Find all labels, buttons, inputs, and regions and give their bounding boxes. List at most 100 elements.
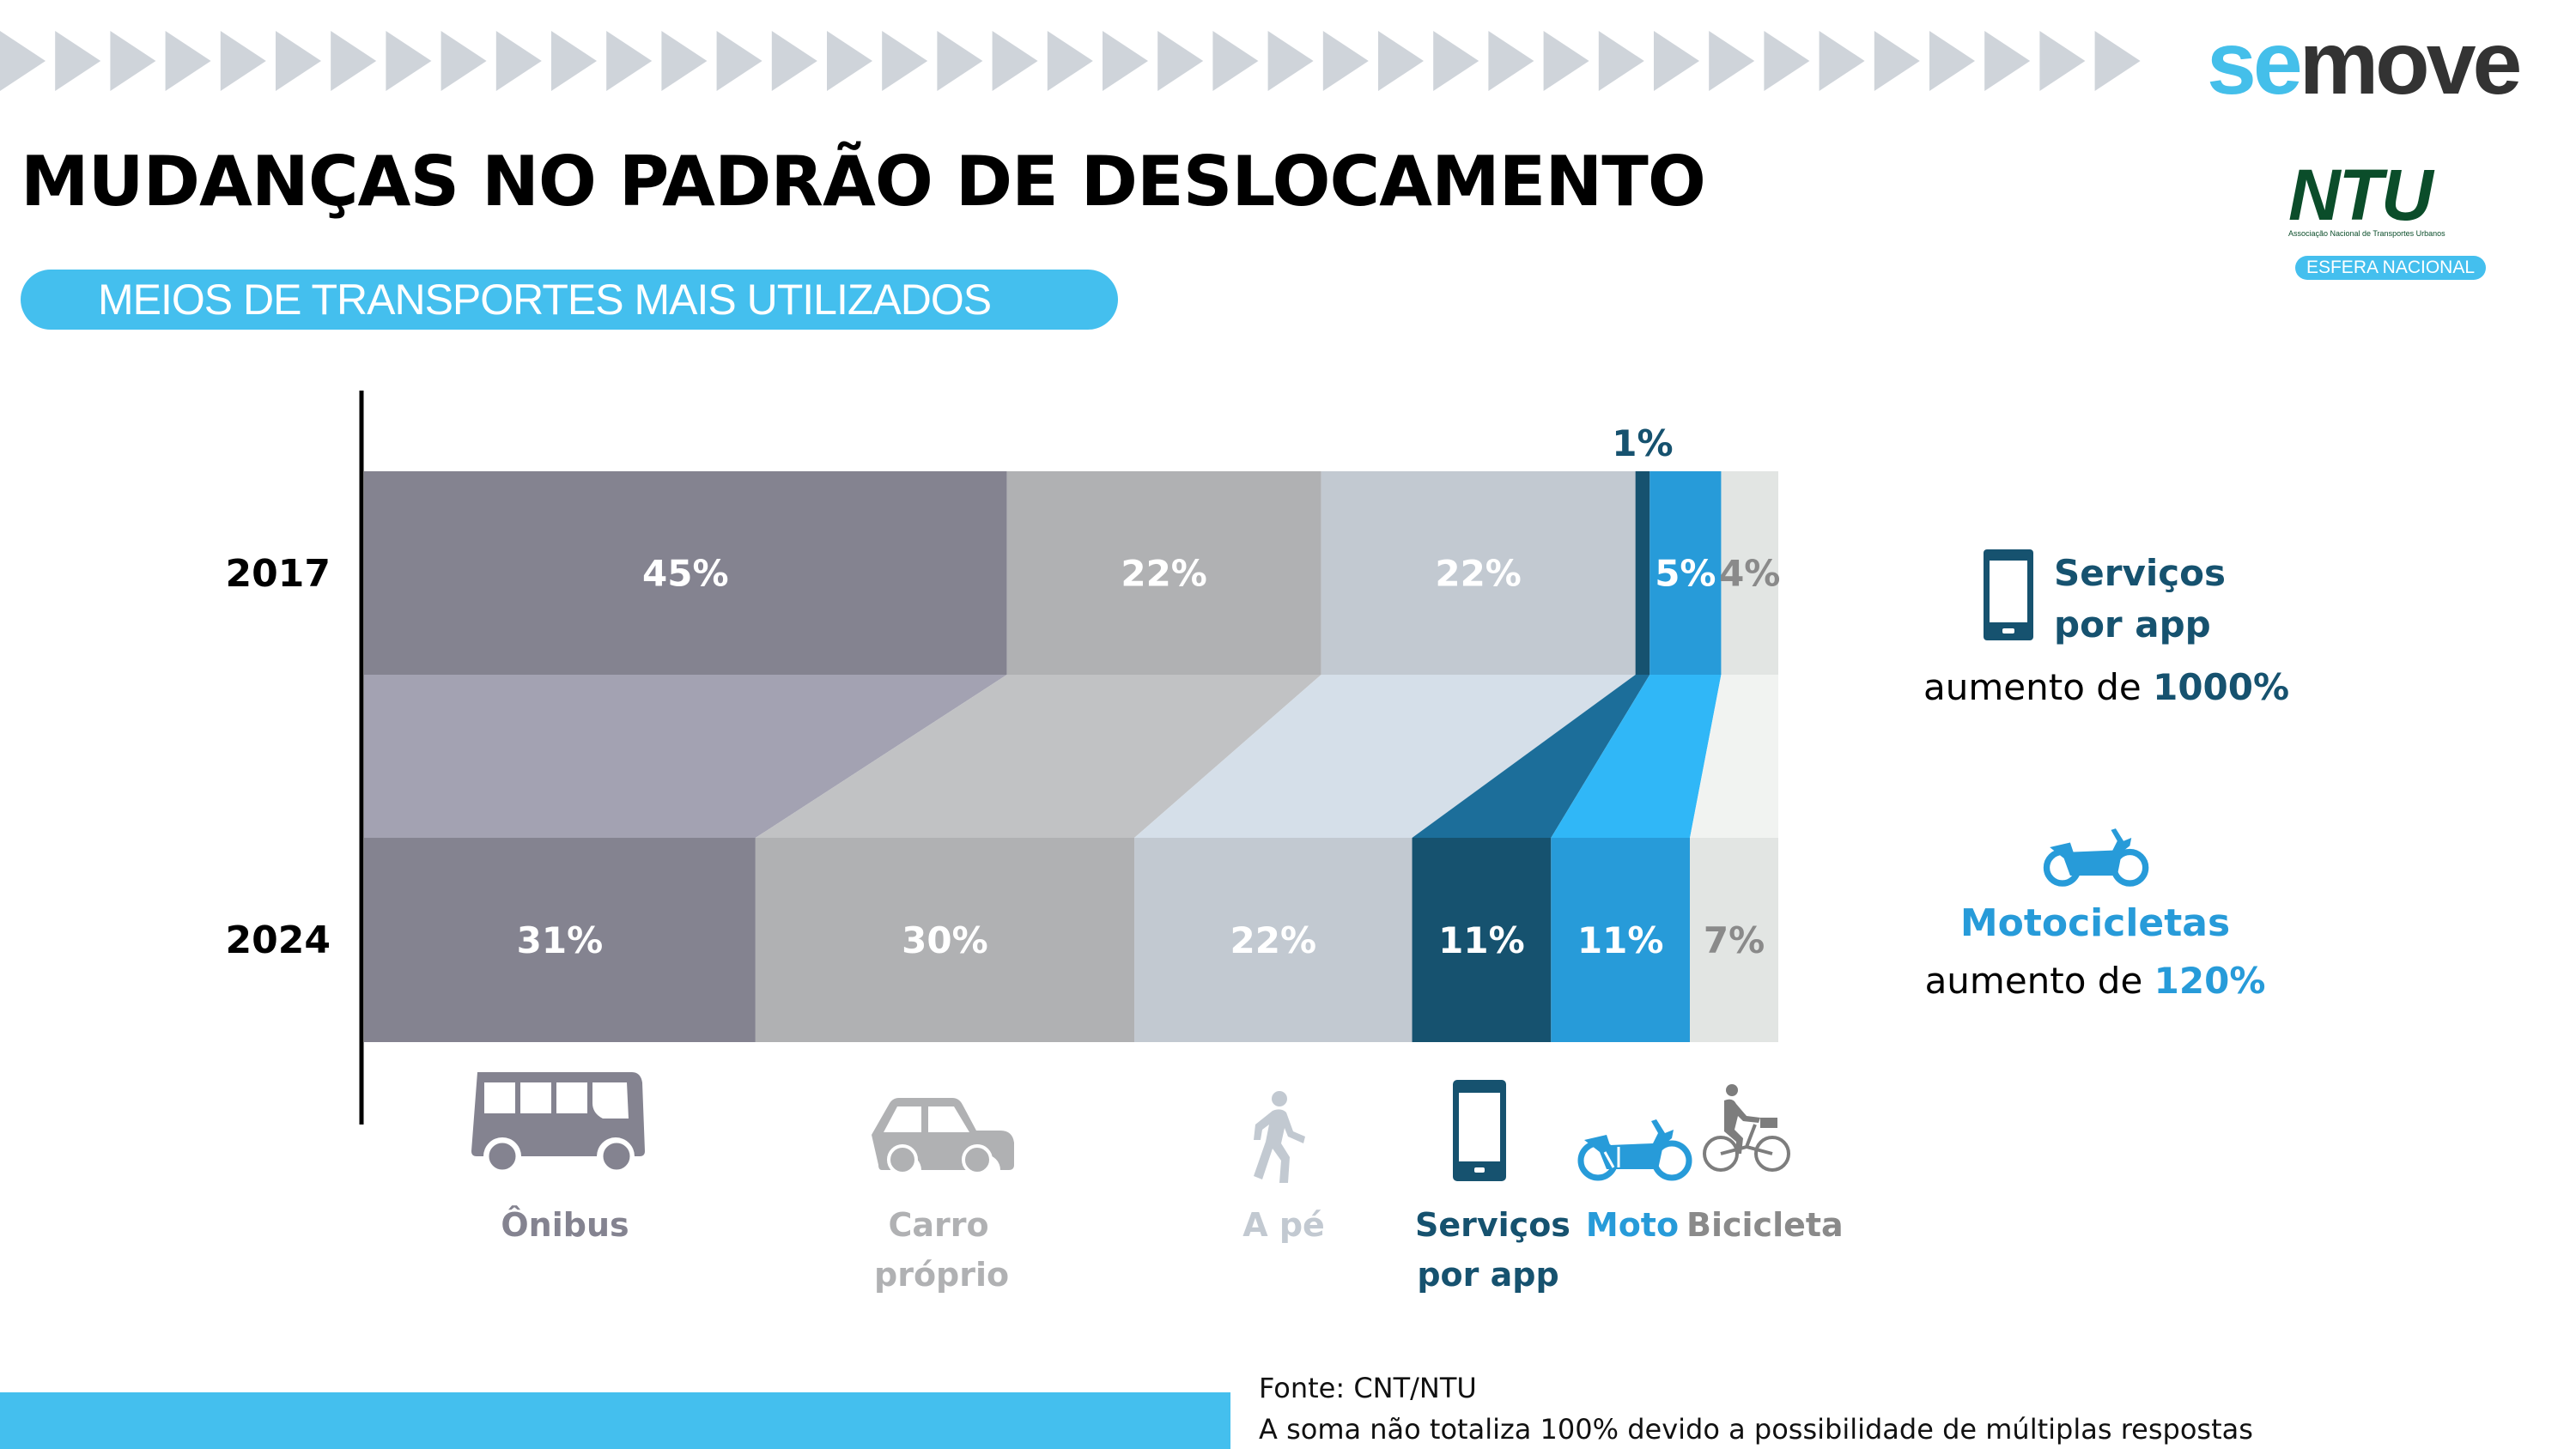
bar-value-label: 11% bbox=[1438, 919, 1525, 961]
category-label-a-pe: A pé bbox=[1219, 1200, 1348, 1250]
chevron-shape bbox=[1103, 31, 1148, 91]
chevron-shape bbox=[55, 31, 101, 91]
footer-note: A soma não totaliza 100% devido a possib… bbox=[1259, 1413, 2253, 1446]
chevron-shape bbox=[882, 31, 928, 91]
category-label-line: Bicicleta bbox=[1686, 1206, 1844, 1244]
chevron-shape bbox=[1267, 31, 1314, 91]
chevron-shape bbox=[1819, 31, 1865, 91]
bar-value-label: 31% bbox=[517, 919, 604, 961]
bar-value-label: 30% bbox=[902, 919, 988, 961]
chevron-shape bbox=[1212, 31, 1259, 91]
bar-value-label: 1% bbox=[1612, 422, 1673, 464]
bicycle-icon bbox=[1703, 1084, 1790, 1172]
bar-segment bbox=[1321, 471, 1636, 675]
chevron-shape bbox=[165, 31, 211, 91]
chevron-shape bbox=[0, 31, 46, 91]
category-label-carro-proprio: Carro próprio bbox=[874, 1200, 1010, 1300]
category-label-bicicleta: Bicicleta bbox=[1686, 1200, 1844, 1250]
chevron-shape bbox=[220, 31, 266, 91]
category-label-line: Moto bbox=[1585, 1206, 1680, 1244]
category-label-line: A pé bbox=[1242, 1206, 1325, 1244]
bars bbox=[364, 471, 1778, 1042]
bar-segment bbox=[364, 838, 756, 1042]
year-label-2024: 2024 bbox=[226, 919, 331, 962]
bar-labels: 45% 31% 22% 30% 22% 22% 1% 11% 5% 11% 4% 7% bbox=[517, 422, 1781, 961]
chevron-shape bbox=[495, 31, 542, 91]
highlight-moto-prefix: aumento de bbox=[1924, 960, 2154, 1002]
ntu-logo: NTU Associação Nacional de Transportes U… bbox=[2288, 159, 2512, 288]
category-label-line: Ônibus bbox=[501, 1206, 629, 1244]
flow-band bbox=[364, 675, 1007, 838]
chevron-shape bbox=[1709, 31, 1755, 91]
chevron-shape bbox=[1874, 31, 1920, 91]
esfera-nacional-badge: ESFERA NACIONAL bbox=[2295, 256, 2486, 280]
chevron-shape bbox=[771, 31, 817, 91]
highlight-app-prefix: aumento de bbox=[1923, 666, 2154, 708]
motorcycle-icon bbox=[1577, 1119, 1692, 1181]
semove-logo-part2: move bbox=[2299, 14, 2523, 113]
highlight-moto-increase: aumento de 120% bbox=[1923, 960, 2267, 1002]
footer-accent-bar bbox=[0, 1392, 1230, 1449]
highlight-moto-title: Motocicletas bbox=[1959, 901, 2231, 945]
bar-value-label: 5% bbox=[1655, 553, 1716, 595]
bar-value-label: 22% bbox=[1121, 553, 1207, 595]
chevron-shape bbox=[1488, 31, 1534, 91]
bar-segment bbox=[1649, 471, 1722, 675]
walking-person-icon bbox=[1254, 1091, 1305, 1183]
chevron-shape bbox=[110, 31, 156, 91]
chevron-shape bbox=[1654, 31, 1699, 91]
bar-value-label: 45% bbox=[642, 553, 729, 595]
bar-segment bbox=[1006, 471, 1321, 675]
smartphone-icon bbox=[1453, 1080, 1506, 1181]
chevron-shape bbox=[440, 31, 487, 91]
chevron-shape bbox=[551, 31, 597, 91]
highlight-app-title-line1: Serviços bbox=[2054, 552, 2226, 594]
chevron-shape bbox=[716, 31, 762, 91]
subtitle-pill: MEIOS DE TRANSPORTES MAIS UTILIZADOS bbox=[21, 270, 1118, 330]
category-label-moto: Moto bbox=[1585, 1200, 1680, 1250]
category-label-servicos-por-app: Serviços por app bbox=[1415, 1200, 1571, 1300]
chevron-shape bbox=[827, 31, 872, 91]
chevron-shape bbox=[1543, 31, 1589, 91]
chevron-shape bbox=[1764, 31, 1810, 91]
chevron-shape bbox=[992, 31, 1038, 91]
bar-value-label: 4% bbox=[1719, 553, 1780, 595]
flow-band bbox=[1551, 675, 1722, 838]
bar-value-label: 11% bbox=[1577, 919, 1664, 961]
chevron-shape bbox=[1598, 31, 1644, 91]
semove-logo: semove bbox=[2207, 19, 2522, 108]
subtitle-text: MEIOS DE TRANSPORTES MAIS UTILIZADOS bbox=[98, 276, 992, 324]
chevron-shape bbox=[386, 31, 432, 91]
category-label-line: próprio bbox=[874, 1256, 1010, 1294]
bus-icon bbox=[471, 1072, 645, 1170]
year-label-2017: 2017 bbox=[226, 552, 331, 596]
chevron-shape bbox=[1929, 31, 1975, 91]
bar-value-label: 22% bbox=[1435, 553, 1522, 595]
bar-segment bbox=[1690, 838, 1778, 1042]
chevron-shape bbox=[276, 31, 321, 91]
bar-segment bbox=[1635, 471, 1650, 675]
chevron-decoration bbox=[0, 31, 2141, 91]
flow-band bbox=[1412, 675, 1650, 838]
footer-source: Fonte: CNT/NTU bbox=[1259, 1372, 1477, 1404]
semove-logo-part1: se bbox=[2207, 14, 2303, 113]
chevron-shape bbox=[937, 31, 983, 91]
ntu-logo-text: NTU bbox=[2288, 155, 2433, 235]
chevron-shape bbox=[1157, 31, 1204, 91]
highlight-app-title-line2: por app bbox=[2054, 603, 2211, 646]
bar-segment bbox=[364, 471, 1007, 675]
flow-bands bbox=[364, 675, 1778, 838]
chevron-shape bbox=[331, 31, 377, 91]
category-label-onibus: Ônibus bbox=[501, 1200, 629, 1250]
bar-value-label: 22% bbox=[1230, 919, 1317, 961]
bar-segment bbox=[1134, 838, 1413, 1042]
chevron-shape bbox=[2094, 31, 2141, 91]
category-label-line: por app bbox=[1417, 1256, 1559, 1294]
chevron-shape bbox=[2039, 31, 2086, 91]
highlight-app-value: 1000% bbox=[2153, 666, 2290, 708]
flow-band bbox=[755, 675, 1321, 838]
highlight-app-title: Serviços por app bbox=[2054, 548, 2226, 651]
bar-segment bbox=[1551, 838, 1691, 1042]
chevron-shape bbox=[1322, 31, 1369, 91]
